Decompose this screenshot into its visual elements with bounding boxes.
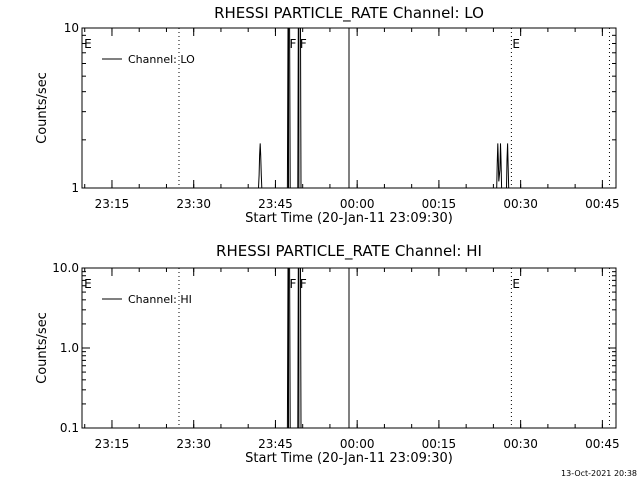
x-tick-label: 23:30 — [176, 437, 211, 451]
x-tick-label: 00:30 — [503, 197, 538, 211]
series-line — [82, 27, 616, 189]
x-tick-label: 23:45 — [258, 197, 293, 211]
time-marker-label: F — [300, 277, 307, 291]
y-axis-label: Counts/sec — [35, 72, 50, 144]
y-tick-label: 1.0 — [60, 341, 79, 355]
x-tick-label: 23:45 — [258, 437, 293, 451]
x-tick-label: 00:00 — [340, 197, 375, 211]
chart-title: RHESSI PARTICLE_RATE Channel: LO — [214, 4, 484, 23]
x-axis-label: Start Time (20-Jan-11 23:09:30) — [245, 211, 453, 226]
time-marker-label: E — [512, 277, 520, 291]
x-tick-label: 00:15 — [422, 197, 457, 211]
x-tick-label: 23:15 — [95, 437, 130, 451]
hi-channel-panel: RHESSI PARTICLE_RATE Channel: HI E F F E 23:1… — [35, 242, 620, 466]
x-tick-label: 23:30 — [176, 197, 211, 211]
time-marker-label: E — [512, 37, 520, 51]
generation-timestamp: 13-Oct-2021 20:38 — [561, 469, 637, 478]
chart-title: RHESSI PARTICLE_RATE Channel: HI — [216, 242, 482, 261]
time-marker-label: F — [290, 277, 297, 291]
time-marker-label: F — [300, 37, 307, 51]
legend-entry: Channel: HI — [128, 293, 192, 306]
y-axis-label: Counts/sec — [35, 312, 50, 384]
x-tick-label: 00:45 — [585, 197, 620, 211]
x-tick-label: 23:15 — [95, 197, 130, 211]
x-tick-label: 00:15 — [422, 437, 457, 451]
legend-entry: Channel: LO — [128, 53, 195, 66]
series-line — [82, 267, 616, 429]
time-marker-label: F — [290, 37, 297, 51]
x-tick-label: 00:45 — [585, 437, 620, 451]
time-marker-label: E — [84, 37, 92, 51]
time-marker-label: E — [84, 277, 92, 291]
y-tick-label: 10 — [64, 21, 79, 35]
y-tick-label: 0.1 — [60, 421, 79, 435]
y-tick-label: 10.0 — [52, 261, 79, 275]
x-axis-label: Start Time (20-Jan-11 23:09:30) — [245, 451, 453, 466]
y-tick-label: 1 — [71, 181, 79, 195]
lo-channel-panel: RHESSI PARTICLE_RATE Channel: LO E F F E 23:1… — [35, 4, 620, 226]
x-tick-label: 00:00 — [340, 437, 375, 451]
x-tick-label: 00:30 — [503, 437, 538, 451]
